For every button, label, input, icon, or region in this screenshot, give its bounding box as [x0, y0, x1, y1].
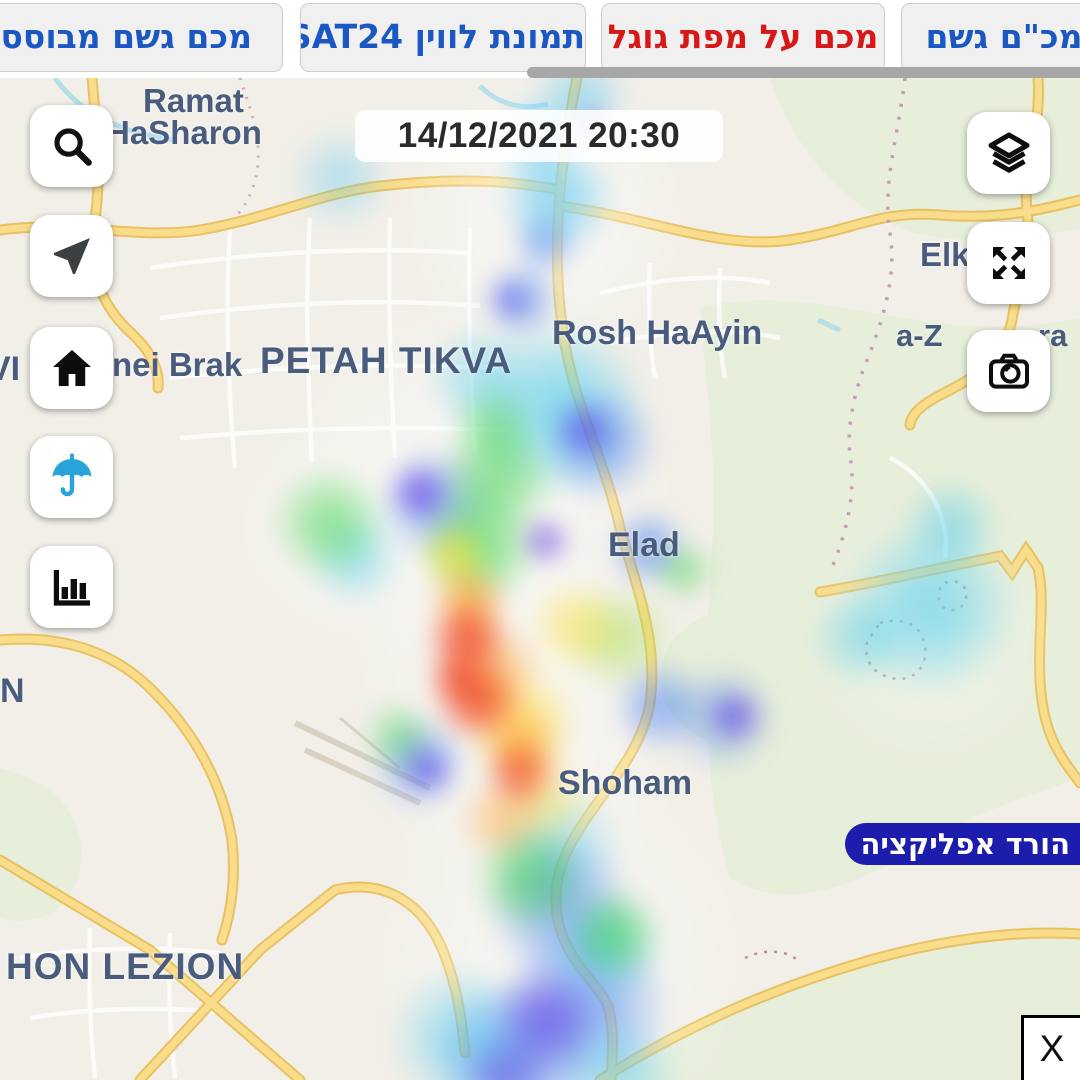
umbrella-icon	[52, 453, 91, 497]
tab-rain-radar[interactable]: מכ"ם גשם	[901, 3, 1080, 72]
close-button[interactable]: X	[1021, 1015, 1080, 1080]
umbrella-button[interactable]	[30, 436, 113, 518]
tab-bar: מכם גשם מבוסס ל תמונת לווין SAT24 מכם על…	[0, 0, 1080, 78]
expand-arrows-icon	[992, 247, 1025, 279]
map-base-tiles	[0, 78, 1080, 1080]
tab-radar-on-google-map[interactable]: מכם על מפת גוגל	[601, 3, 885, 72]
screenshot-button[interactable]	[967, 330, 1050, 412]
navigation-arrow-icon	[53, 238, 90, 274]
magnifier-icon	[53, 128, 92, 166]
radar-timestamp: 14/12/2021 20:30	[355, 110, 723, 162]
tab-bar-scrollbar[interactable]	[527, 67, 1080, 78]
home-icon	[52, 350, 91, 386]
search-button[interactable]	[30, 105, 113, 187]
bar-chart-icon	[53, 570, 90, 606]
tab-radar-satellite-based[interactable]: מכם גשם מבוסס ל	[0, 3, 283, 72]
download-app-badge[interactable]: הורד אפליקציה	[844, 823, 1080, 865]
camera-icon	[988, 353, 1029, 389]
tab-sat24-satellite-image[interactable]: תמונת לווין SAT24	[300, 3, 586, 72]
layers-icon	[988, 132, 1029, 173]
map-canvas[interactable]: Ramat HaSharon nei Brak PETAH TIKVA Rosh HaA…	[0, 78, 1080, 1080]
stats-button[interactable]	[30, 546, 113, 628]
fullscreen-button[interactable]	[967, 222, 1050, 304]
layers-button[interactable]	[967, 112, 1050, 194]
my-location-button[interactable]	[30, 215, 113, 297]
home-button[interactable]	[30, 327, 113, 409]
